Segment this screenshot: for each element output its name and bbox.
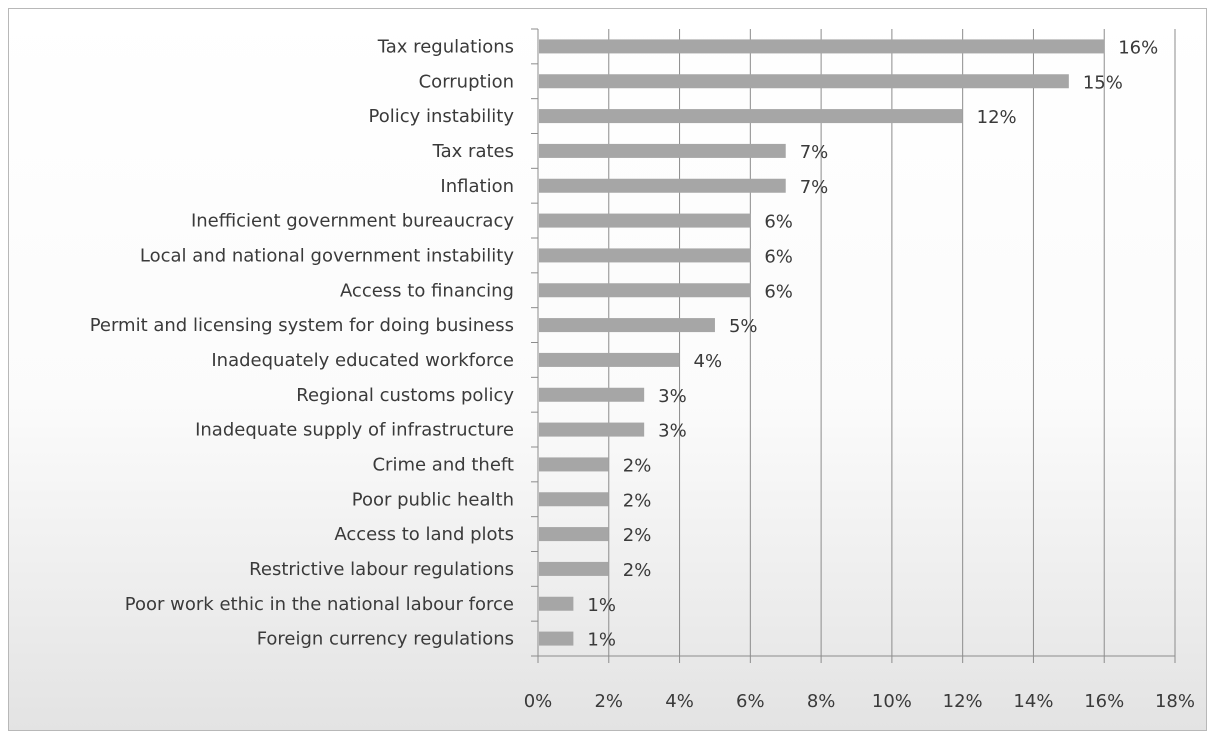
bar bbox=[539, 561, 609, 576]
category-label: Inadequately educated workforce bbox=[211, 350, 514, 371]
category-label: Local and national government instabilit… bbox=[140, 245, 514, 266]
bar bbox=[539, 596, 574, 611]
data-label: 4% bbox=[694, 351, 723, 372]
bar bbox=[539, 39, 1105, 54]
bar bbox=[539, 387, 645, 402]
bar-chart: Tax regulations Corruption Policy instabil… bbox=[90, 28, 1195, 712]
category-label: Crime and theft bbox=[372, 454, 514, 475]
data-label: 16% bbox=[1118, 37, 1158, 58]
bar bbox=[539, 109, 963, 124]
x-tick-label: 2% bbox=[594, 691, 623, 712]
data-label: 12% bbox=[977, 107, 1017, 128]
category-label: Policy instability bbox=[368, 106, 514, 127]
x-tick-label: 0% bbox=[524, 691, 553, 712]
category-label: Regional customs policy bbox=[296, 385, 514, 406]
data-label: 1% bbox=[587, 595, 616, 616]
category-label: Corruption bbox=[419, 71, 514, 92]
data-label: 5% bbox=[729, 316, 758, 337]
category-label: Poor public health bbox=[352, 489, 514, 510]
x-tick-label: 18% bbox=[1155, 691, 1195, 712]
bar bbox=[539, 213, 751, 228]
bar bbox=[539, 143, 786, 158]
category-label: Inflation bbox=[440, 176, 514, 197]
x-tick-label: 6% bbox=[736, 691, 765, 712]
category-labels: Tax regulations Corruption Policy instabil… bbox=[90, 36, 515, 649]
data-label: 6% bbox=[764, 246, 793, 267]
data-label: 15% bbox=[1083, 72, 1123, 93]
bar bbox=[539, 631, 574, 646]
category-label: Poor work ethic in the national labour f… bbox=[125, 594, 514, 615]
data-label: 7% bbox=[800, 142, 829, 163]
category-label: Tax rates bbox=[432, 141, 514, 162]
data-label: 2% bbox=[623, 490, 652, 511]
category-label: Tax regulations bbox=[377, 36, 514, 57]
bar bbox=[539, 422, 645, 437]
bar bbox=[539, 318, 715, 333]
bar bbox=[539, 283, 751, 298]
data-label: 7% bbox=[800, 177, 829, 198]
bar bbox=[539, 352, 680, 367]
x-tick-label: 16% bbox=[1084, 691, 1124, 712]
data-label: 6% bbox=[764, 281, 793, 302]
bar bbox=[539, 248, 751, 263]
category-label: Inadequate supply of infrastructure bbox=[195, 420, 514, 441]
x-tick-label: 12% bbox=[943, 691, 983, 712]
axes bbox=[531, 28, 1176, 663]
x-tick-label: 10% bbox=[872, 691, 912, 712]
data-label: 3% bbox=[658, 421, 687, 442]
x-tick-label: 4% bbox=[665, 691, 694, 712]
category-label: Access to land plots bbox=[334, 524, 514, 545]
category-label: Foreign currency regulations bbox=[257, 629, 514, 650]
bar bbox=[539, 492, 609, 507]
category-label: Restrictive labour regulations bbox=[249, 559, 514, 580]
x-tick-label: 14% bbox=[1013, 691, 1053, 712]
data-label: 2% bbox=[623, 455, 652, 476]
category-label: Inefficient government bureaucracy bbox=[191, 211, 514, 232]
data-label: 6% bbox=[764, 212, 793, 233]
chart-frame: Tax regulations Corruption Policy instabil… bbox=[8, 8, 1207, 731]
data-label: 1% bbox=[587, 630, 616, 651]
bars bbox=[539, 39, 1105, 646]
x-tick-label: 8% bbox=[807, 691, 836, 712]
bar bbox=[539, 74, 1069, 89]
category-label: Access to financing bbox=[340, 280, 514, 301]
category-label: Permit and licensing system for doing bu… bbox=[90, 315, 514, 336]
data-label: 2% bbox=[623, 525, 652, 546]
data-label: 2% bbox=[623, 560, 652, 581]
data-label: 3% bbox=[658, 386, 687, 407]
x-tick-labels: 0% 2% 4% 6% 8% 10% 12% 14% 16% 18% bbox=[524, 691, 1195, 712]
bar bbox=[539, 527, 609, 542]
gridlines bbox=[608, 29, 1176, 656]
data-labels: 16% 15% 12% 7% 7% 6% 6% 6% 5% 4% 3% 3% 2% 2% 2% 2% 1% 1% bbox=[587, 37, 1158, 650]
bar bbox=[539, 178, 786, 193]
bar bbox=[539, 457, 609, 472]
